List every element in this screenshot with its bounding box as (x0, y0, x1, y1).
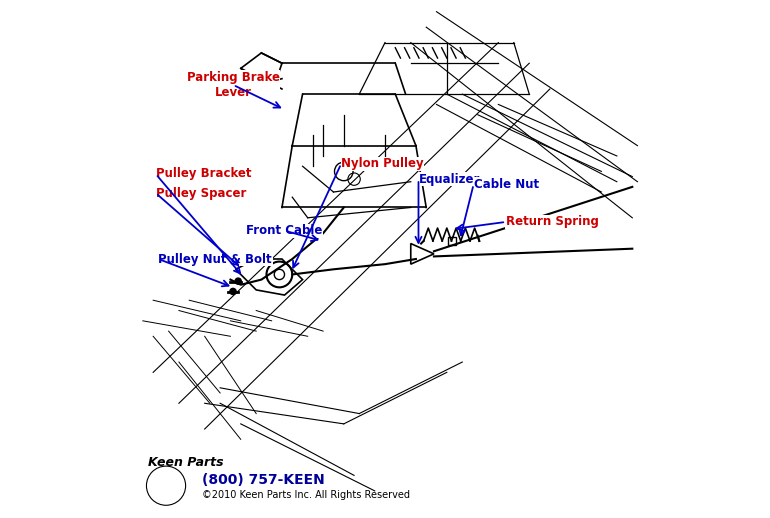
Text: Keen Parts: Keen Parts (148, 456, 223, 469)
Text: Return Spring: Return Spring (506, 215, 599, 228)
Text: (800) 757-KEEN: (800) 757-KEEN (202, 472, 325, 486)
Circle shape (235, 278, 241, 284)
Circle shape (230, 289, 236, 295)
Text: Parking Brake
Lever: Parking Brake Lever (186, 71, 280, 99)
Text: ©2010 Keen Parts Inc. All Rights Reserved: ©2010 Keen Parts Inc. All Rights Reserve… (202, 490, 410, 500)
Text: Pulley Bracket: Pulley Bracket (156, 167, 251, 180)
Text: Pulley Spacer: Pulley Spacer (156, 186, 246, 199)
Text: Nylon Pulley: Nylon Pulley (341, 157, 424, 170)
Text: Pulley Nut & Bolt: Pulley Nut & Bolt (159, 252, 272, 266)
Text: Equalizer: Equalizer (418, 172, 480, 185)
Bar (448, 237, 456, 245)
Text: Cable Nut: Cable Nut (474, 178, 539, 191)
Text: Front Cable: Front Cable (246, 224, 323, 237)
